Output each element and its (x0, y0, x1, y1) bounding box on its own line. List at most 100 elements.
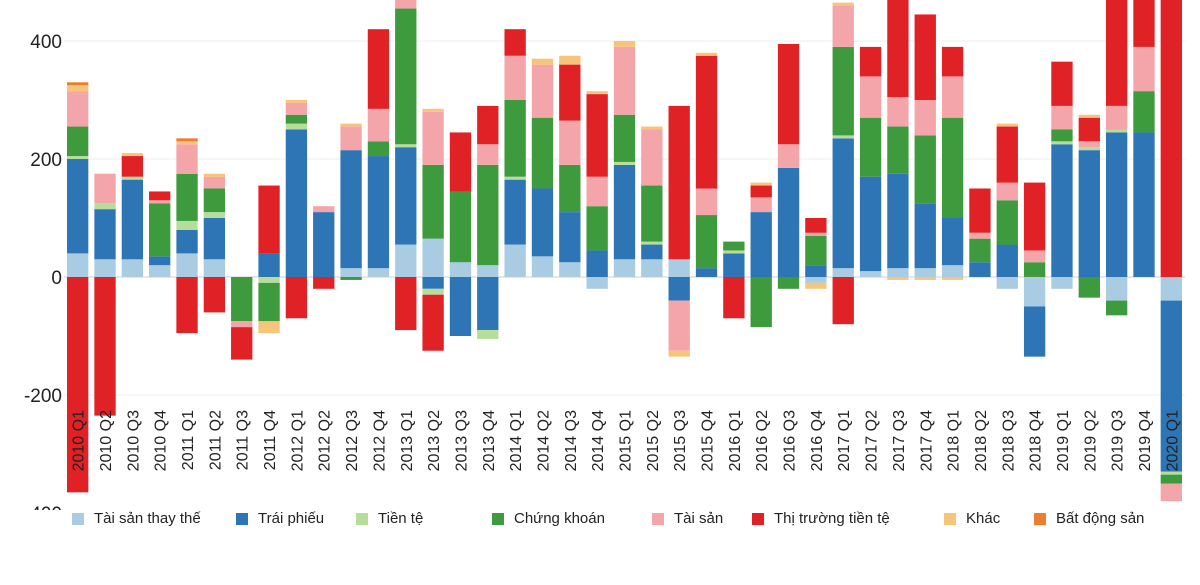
bar-segment (695, 215, 718, 269)
bar-segment (805, 265, 827, 277)
bar-segment (1160, 300, 1182, 472)
bar-segment (723, 277, 745, 319)
bar-segment (1051, 105, 1073, 130)
legend-label: Bất động sản (1056, 510, 1145, 527)
legend-item: Chứng khoán (492, 510, 605, 527)
x-tick-label: 2013 Q4 (481, 410, 498, 471)
bar-segment (203, 259, 226, 277)
x-tick-label: 2011 Q1 (180, 410, 197, 470)
bar-segment (121, 156, 144, 177)
bar-segment (586, 176, 608, 207)
legend-swatch (944, 512, 956, 525)
bar-segment (805, 235, 827, 266)
legend-label: Thị trường tiền tệ (774, 510, 890, 527)
bar-segment (1023, 182, 1046, 251)
bar-segment (777, 43, 800, 145)
x-tick-label: 2016 Q3 (782, 410, 799, 471)
bar-segment (1105, 132, 1128, 277)
bar-segment (750, 197, 772, 213)
bar-segment (941, 117, 964, 218)
bar-segment (67, 277, 89, 493)
bar-segment (121, 153, 144, 157)
bar-segment (969, 238, 991, 263)
bar-segment (859, 271, 882, 277)
bar-segment (504, 55, 526, 100)
bar-segment (231, 277, 253, 322)
bar-segment (1160, 0, 1182, 277)
bar-segment (586, 94, 608, 177)
bar-segment (695, 52, 718, 56)
legend-swatch (356, 512, 368, 525)
bar-segment (203, 173, 226, 177)
bar-segment (176, 253, 198, 277)
bar-segment (395, 147, 417, 245)
x-tick-label: 2018 Q4 (1028, 410, 1045, 471)
bar-segment (94, 203, 116, 210)
bar-segment (914, 203, 936, 269)
bar-segment (723, 250, 745, 254)
bar-segment (969, 262, 991, 277)
bar-segment (668, 105, 690, 260)
bar-segment (859, 76, 882, 118)
bar-segment (914, 268, 936, 277)
bar-segment (258, 185, 280, 254)
bar-segment (1078, 114, 1100, 118)
bar-segment (723, 253, 745, 277)
bar-segment (668, 277, 690, 301)
legend-swatch (752, 512, 764, 525)
bar-segment (586, 206, 608, 251)
legend-label: Tài sản thay thế (94, 510, 201, 527)
bar-segment (832, 135, 854, 139)
x-tick-label: 2012 Q1 (289, 410, 306, 471)
legend-item: Tài sản (652, 510, 723, 527)
x-tick-label: 2013 Q1 (399, 410, 416, 471)
bar-segment (586, 277, 608, 289)
bar-segment (941, 46, 964, 77)
legend-label: Tài sản (674, 510, 724, 527)
bar-segment (149, 203, 171, 257)
bar-segment (149, 191, 171, 201)
legend-swatch (652, 512, 664, 525)
bar-segment (477, 105, 499, 145)
bar-segment (203, 218, 226, 260)
y-tick-label: -400 (24, 504, 62, 510)
bar-segment (367, 29, 390, 109)
bar-segment (504, 244, 526, 277)
bar-segment (941, 277, 964, 280)
bar-segment (258, 277, 280, 283)
bar-segment (914, 277, 936, 280)
x-tick-label: 2010 Q1 (71, 410, 88, 471)
bar-segment (805, 232, 827, 236)
bar-segment (559, 55, 581, 65)
bar-segment (613, 161, 636, 165)
bar-segment (695, 188, 718, 216)
y-tick-label: 0 (51, 268, 62, 289)
x-tick-label: 2013 Q2 (426, 410, 443, 471)
bar-segment (67, 91, 89, 127)
x-tick-label: 2017 Q3 (891, 410, 908, 471)
bar-segment (67, 253, 89, 277)
x-tick-label: 2015 Q2 (645, 410, 662, 471)
bar-segment (340, 126, 362, 151)
y-tick-label: 200 (30, 150, 62, 171)
bar-segment (777, 167, 800, 277)
bar-segment (67, 85, 89, 92)
bar-segment (231, 327, 253, 360)
x-tick-label: 2015 Q3 (672, 410, 689, 471)
bar-segment (1133, 91, 1155, 133)
legend-swatch (492, 512, 504, 525)
bar-segment (1023, 262, 1046, 277)
x-tick-label: 2015 Q1 (618, 410, 635, 471)
x-tick-label: 2017 Q4 (918, 410, 935, 471)
bar-segment (832, 277, 854, 325)
bar-segment (67, 82, 89, 86)
bar-segment (176, 144, 198, 174)
legend-label: Chứng khoán (514, 510, 605, 527)
bar-segment (668, 300, 690, 351)
bar-segment (285, 114, 308, 124)
bar-segment (149, 265, 171, 277)
bar-segment (832, 46, 854, 136)
bar-segment (313, 277, 335, 289)
legend-label: Tiền tệ (378, 510, 424, 527)
bar-segment (176, 173, 198, 221)
